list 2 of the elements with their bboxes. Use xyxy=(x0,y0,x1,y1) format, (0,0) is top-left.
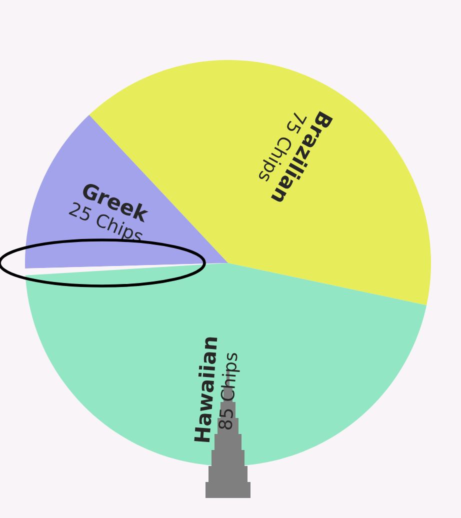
data-label: 85 Chips xyxy=(218,352,242,430)
slice-label: Hawaiian xyxy=(194,336,218,442)
